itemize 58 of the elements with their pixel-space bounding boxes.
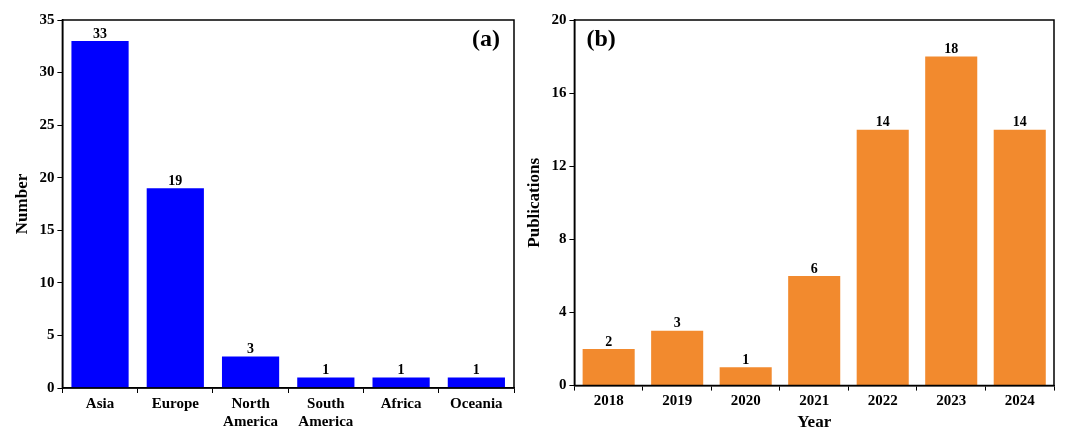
bar [651,330,704,386]
data-label: 3 [673,315,681,331]
y-axis-title: Publications [523,157,543,248]
data-label: 18 [944,41,959,57]
y-tick-label: 8 [558,230,567,247]
bar [146,188,204,388]
x-tick-label: 2019 [662,392,693,409]
annotation: (a) [472,25,500,52]
data-label: 2 [605,333,613,349]
y-tick-label: 16 [551,84,567,100]
x-tick-label: 2022 [867,392,898,409]
x-tick-label: 2023 [936,392,967,409]
y-tick-label: 35 [39,10,55,27]
data-label: 6 [810,260,818,276]
y-tick-label: 30 [39,63,55,80]
x-tick-label: Africa [380,394,422,411]
y-tick-label: 20 [39,168,55,185]
bar [71,41,129,388]
y-tick-label: 0 [46,378,55,395]
y-tick-label: 10 [39,273,55,290]
bar [993,129,1046,386]
x-tick-label: Europe [151,394,200,411]
x-tick-label: Oceania [450,394,504,411]
bar [447,377,505,388]
data-label: 1 [397,362,405,378]
bar [372,377,430,388]
data-label: 14 [875,114,890,130]
x-tick-label: North America [223,394,279,429]
data-label: 19 [168,172,183,188]
y-tick-label: 0 [558,376,567,393]
y-tick-label: 15 [39,221,55,238]
data-label: 3 [247,341,255,357]
x-tick-label: 2020 [730,392,761,409]
bar [582,349,635,386]
data-label: 1 [742,351,750,367]
y-tick-label: 12 [551,157,567,174]
x-tick-label: Asia [85,394,115,411]
data-label: 1 [322,362,330,378]
annotation: (b) [586,25,616,52]
x-tick-label: 2024 [1004,392,1036,409]
bar [788,275,841,386]
bar [856,129,909,386]
y-tick-label: 25 [39,116,55,133]
y-axis-title: Number [11,173,31,235]
y-tick-label: 4 [558,303,567,320]
y-tick-label: 5 [46,326,55,343]
x-axis-title: Year [797,412,832,432]
bar [925,56,978,386]
bar [221,356,280,388]
x-tick-label: 2021 [799,392,830,409]
data-label: 14 [1012,114,1027,130]
bar [297,377,355,388]
data-label: 33 [93,25,108,41]
data-label: 1 [472,362,480,378]
bar [719,367,772,386]
x-tick-label: South America [298,394,354,429]
y-tick-label: 20 [551,10,567,27]
x-tick-label: 2018 [593,392,624,409]
